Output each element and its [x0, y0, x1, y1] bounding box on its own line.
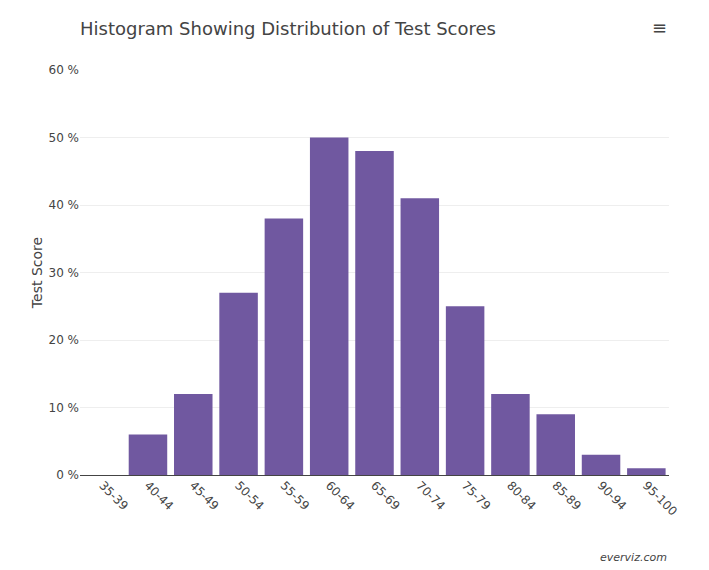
svg-text:60-64: 60-64 [323, 478, 358, 513]
svg-text:75-79: 75-79 [459, 478, 494, 513]
svg-text:10 %: 10 % [49, 401, 80, 415]
svg-text:30 %: 30 % [49, 266, 80, 280]
svg-text:Test Score: Test Score [29, 237, 45, 309]
svg-text:35-39: 35-39 [96, 478, 131, 513]
svg-text:40 %: 40 % [49, 198, 80, 212]
svg-text:45-49: 45-49 [187, 478, 222, 513]
svg-text:60 %: 60 % [49, 63, 80, 77]
svg-text:40-44: 40-44 [142, 478, 177, 513]
svg-text:Histogram Showing Distribution: Histogram Showing Distribution of Test S… [80, 18, 496, 39]
svg-text:everviz.com: everviz.com [600, 551, 667, 564]
svg-text:≡: ≡ [652, 17, 667, 38]
svg-text:85-89: 85-89 [549, 478, 584, 513]
svg-text:50 %: 50 % [49, 131, 80, 145]
svg-text:50-54: 50-54 [232, 478, 267, 513]
svg-text:80-84: 80-84 [504, 478, 539, 513]
svg-text:65-69: 65-69 [368, 478, 403, 513]
svg-text:95-100: 95-100 [640, 478, 680, 518]
svg-text:70-74: 70-74 [413, 478, 448, 513]
svg-text:0 %: 0 % [56, 468, 79, 482]
svg-text:55-59: 55-59 [278, 478, 313, 513]
svg-text:20 %: 20 % [49, 333, 80, 347]
svg-text:90-94: 90-94 [595, 478, 630, 513]
